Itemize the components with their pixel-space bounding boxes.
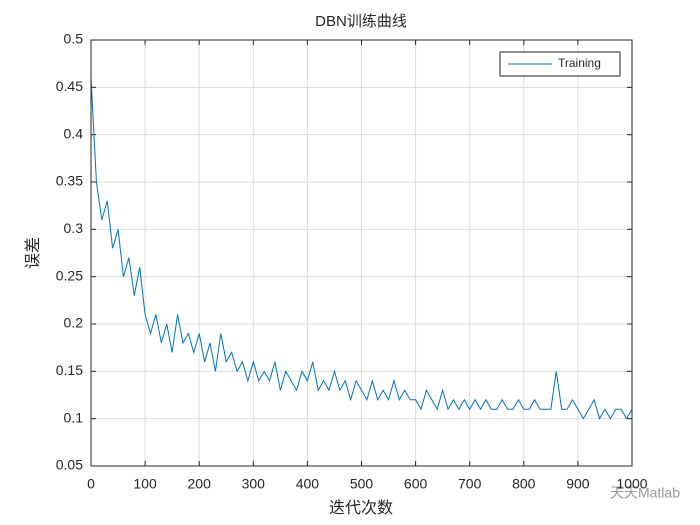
x-tick-label: 900: [566, 476, 590, 492]
x-tick-label: 300: [242, 476, 266, 492]
y-tick-label: 0.3: [64, 220, 84, 236]
x-tick-label: 100: [133, 476, 157, 492]
legend-box: [499, 51, 621, 77]
y-tick-label: 0.1: [64, 409, 84, 425]
data-line: [90, 77, 633, 420]
y-tick-label: 0.35: [56, 173, 83, 189]
y-tick-label: 0.4: [64, 125, 84, 141]
y-tick-label: 0.2: [64, 315, 84, 331]
x-tick-label: 400: [296, 476, 320, 492]
x-tick-label: 600: [404, 476, 428, 492]
x-tick-label: 700: [458, 476, 482, 492]
y-tick-label: 0.15: [56, 362, 83, 378]
x-axis-label: 迭代次数: [329, 499, 393, 517]
legend-label: Training: [558, 56, 601, 70]
x-tick-label: 500: [350, 476, 374, 492]
x-tick-label: 1000: [616, 476, 647, 492]
chart-title: DBN训练曲线: [315, 13, 407, 30]
y-tick-label: 0.5: [64, 31, 84, 47]
y-axis-label: 误差: [24, 237, 42, 269]
y-tick-label: 0.25: [56, 267, 83, 283]
y-tick-label: 0.45: [56, 78, 83, 94]
plot-frame: [90, 39, 633, 467]
watermark: 天天Matlab: [610, 485, 680, 501]
y-tick-label: 0.05: [56, 457, 83, 473]
x-tick-label: 200: [188, 476, 212, 492]
x-tick-label: 0: [87, 476, 95, 492]
x-tick-label: 800: [512, 476, 536, 492]
